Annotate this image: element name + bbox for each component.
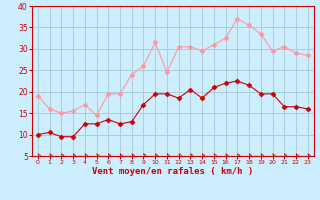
X-axis label: Vent moyen/en rafales ( km/h ): Vent moyen/en rafales ( km/h ): [92, 167, 253, 176]
